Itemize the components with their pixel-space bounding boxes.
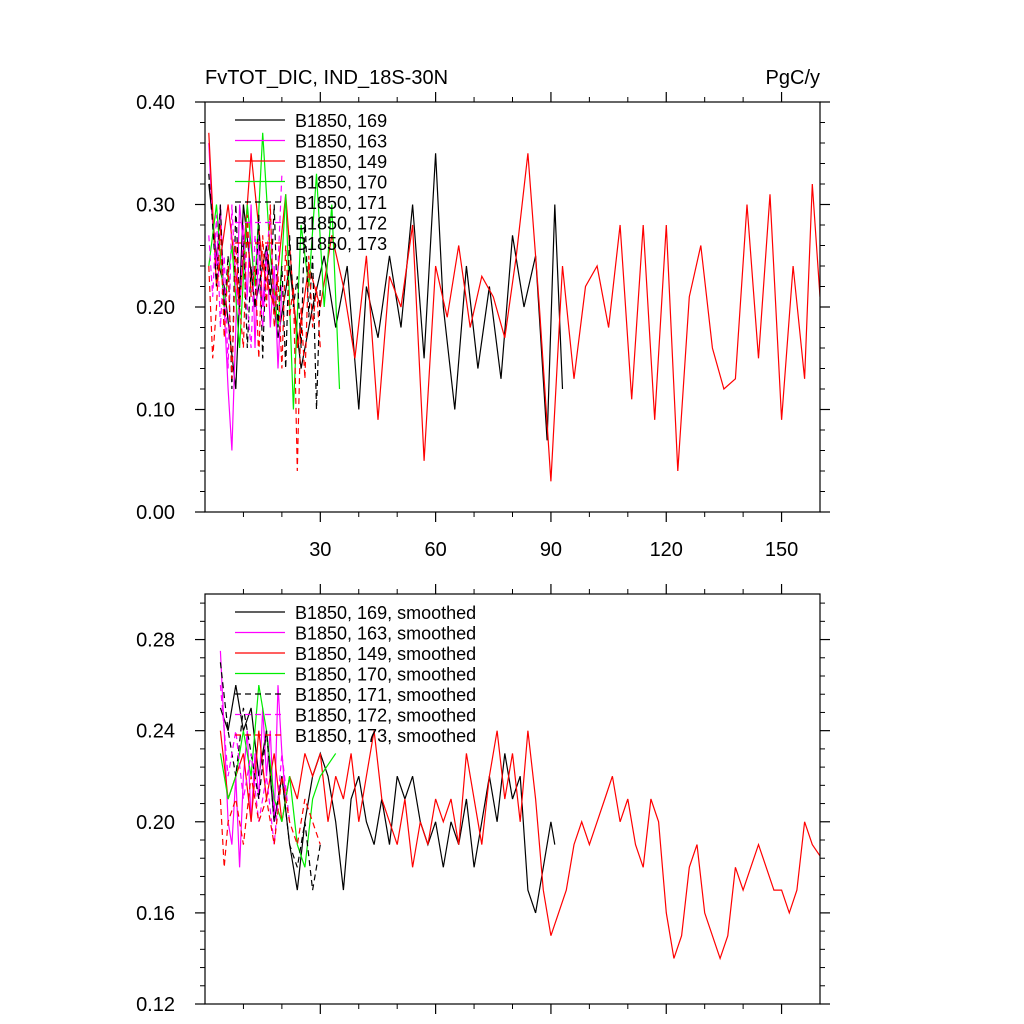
y-tick-label: 0.10 [136,400,175,422]
y-tick-label: 0.24 [136,721,175,743]
series-line-5 [219,662,321,891]
x-tick-label: 90 [540,539,562,561]
legend-label: B1850, 163 [295,132,387,152]
series-line-7 [219,776,321,868]
y-tick-label: 0.16 [136,903,175,925]
legend-label: B1850, 170, smoothed [295,665,476,685]
x-tick-label: 30 [309,539,331,561]
y-tick-label: 0.12 [136,994,175,1016]
legend-label: B1850, 169 [295,111,387,131]
legend-label: B1850, 173, smoothed [295,726,476,746]
legend-label: B1850, 171, smoothed [295,685,476,705]
legend-label: B1850, 173 [295,234,387,254]
series-line-6 [219,685,291,845]
x-tick-label: 120 [650,539,683,561]
x-tick-label: 60 [425,539,447,561]
y-tick-label: 0.30 [136,195,175,217]
y-tick-label: 0.40 [136,92,175,114]
y-tick-label: 0.20 [136,812,175,834]
series-line-3 [219,730,820,961]
y-tick-label: 0.28 [136,630,175,652]
legend-label: B1850, 169, smoothed [295,603,476,623]
legend-label: B1850, 172 [295,214,387,234]
legend-label: B1850, 172, smoothed [295,706,476,726]
y-tick-label: 0.20 [136,297,175,319]
y-tick-label: 0.00 [136,502,175,524]
legend-label: B1850, 149, smoothed [295,644,476,664]
legend-label: B1850, 163, smoothed [295,624,476,644]
legend-label: B1850, 170 [295,173,387,193]
legend-label: B1850, 171 [295,193,387,213]
x-tick-label: 150 [765,539,798,561]
top-panel: 30 60 90 120 150 0.00 0.10 0.20 0.30 0.40 FvTOT_DI… [136,67,830,561]
chart-units: PgC/y [766,67,820,89]
bottom-panel: 0.12 0.16 0.20 0.24 0.28 B1850, 169, smoothed… [136,584,830,1016]
legend-label: B1850, 149 [295,152,387,172]
chart-title: FvTOT_DIC, IND_18S-30N [205,67,448,89]
